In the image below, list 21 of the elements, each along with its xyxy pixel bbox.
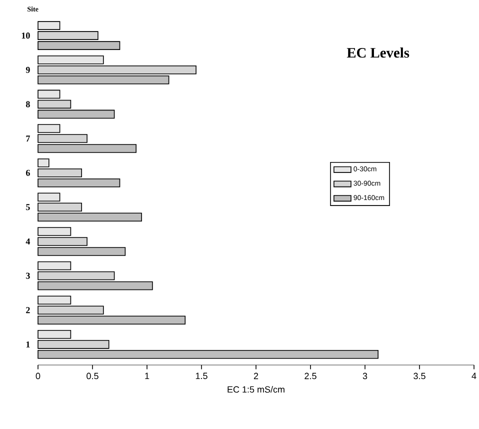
x-tick-label: 1 (145, 372, 150, 379)
y-tick-label: 2 (26, 307, 30, 314)
y-tick-label: 10 (22, 32, 30, 39)
x-tick-label: 1.5 (196, 372, 208, 380)
x-tick-label: 3.5 (414, 372, 426, 380)
y-tick-label: 5 (26, 204, 30, 210)
x-tick-label: 2.5 (304, 372, 316, 380)
x-tick-label: 2 (254, 372, 258, 380)
y-tick-label: 4 (26, 238, 30, 244)
y-tick-label: 6 (26, 170, 30, 176)
x-tick-label: 0 (36, 372, 40, 380)
y-tick-label: 1 (26, 341, 30, 348)
y-tick-label: 3 (26, 272, 30, 279)
text: EC Levels (346, 48, 410, 58)
x-tick-label: 0.5 (86, 372, 98, 380)
x-axis-title: EC 1:5 mS/cm (228, 386, 284, 393)
y-tick-label: 7 (26, 136, 30, 142)
x-tick-label: 4 (472, 372, 476, 379)
y-tick-label: 9 (26, 66, 30, 73)
x-tick-label: 3 (362, 372, 368, 380)
y-tick-label: 8 (26, 101, 30, 108)
